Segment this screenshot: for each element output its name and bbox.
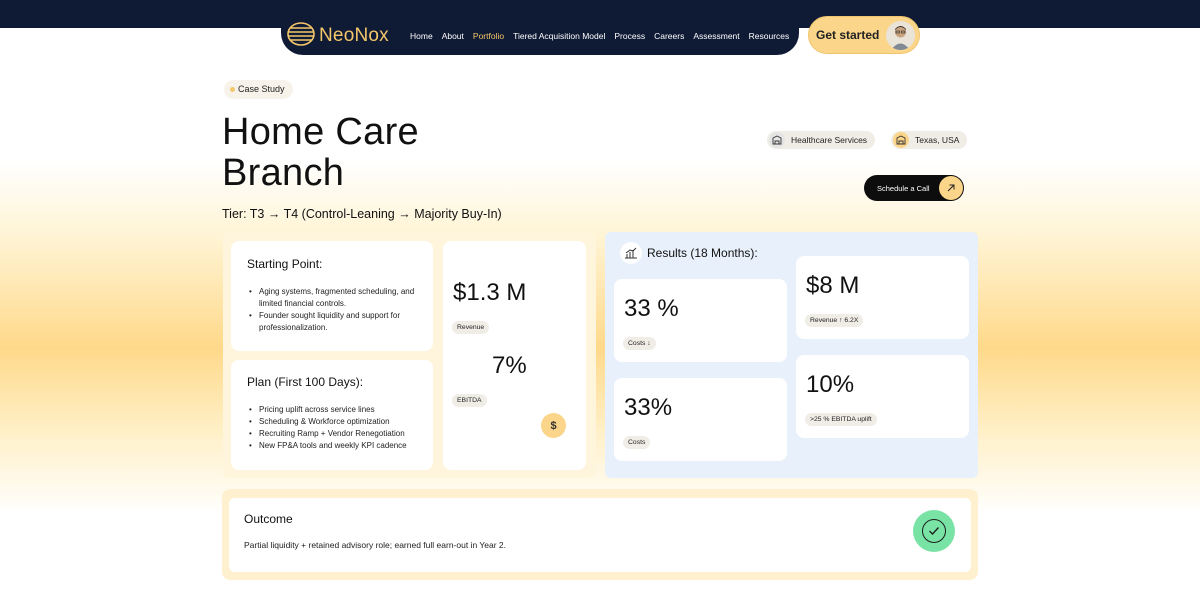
check-circle-icon bbox=[913, 510, 955, 552]
nav-links: Home About Portfolio Tiered Acquisition … bbox=[410, 31, 789, 41]
industry-chip: Healthcare Services bbox=[767, 131, 876, 149]
baseline-revenue-value: $1.3 M bbox=[453, 279, 527, 306]
list-item: Aging systems, fragmented scheduling, an… bbox=[247, 286, 427, 310]
badge-dot bbox=[230, 87, 235, 92]
result-value: 33 % bbox=[624, 295, 679, 322]
baseline-ebitda-value: 7% bbox=[492, 352, 527, 379]
chart-growth-icon bbox=[620, 242, 642, 264]
result-label: Revenue ↑ 6.2X bbox=[805, 314, 864, 327]
result-card-ebitda: 10% >25 % EBITDA uplift bbox=[796, 355, 969, 438]
navigation-bar bbox=[281, 14, 799, 55]
nav-link-resources[interactable]: Resources bbox=[748, 31, 790, 41]
results-title: Results (18 Months): bbox=[647, 246, 758, 260]
arrow-up-right-icon bbox=[939, 176, 963, 200]
nav-link-about[interactable]: About bbox=[441, 31, 464, 41]
tier-subtitle: Tier: T3 → T4 (Control-Leaning → Majorit… bbox=[222, 207, 502, 221]
list-item: Founder sought liquidity and support for… bbox=[247, 310, 427, 334]
starting-point-card: Starting Point: Aging systems, fragmente… bbox=[231, 241, 433, 351]
avatar bbox=[886, 21, 915, 50]
outcome-text: Partial liquidity + retained advisory ro… bbox=[244, 540, 507, 550]
result-card-costs: 33% Costs bbox=[614, 378, 787, 461]
badge-label: Case Study bbox=[238, 84, 285, 94]
baseline-metrics-card: $1.3 M Revenue 7% EBITDA $ bbox=[443, 241, 586, 470]
get-started-button[interactable]: Get started bbox=[808, 16, 920, 54]
schedule-call-label: Schedule a Call bbox=[877, 184, 930, 193]
plan-title: Plan (First 100 Days): bbox=[247, 375, 364, 389]
plan-card: Plan (First 100 Days): Pricing uplift ac… bbox=[231, 360, 433, 470]
starting-point-title: Starting Point: bbox=[247, 257, 323, 271]
dollar-coin-icon: $ bbox=[541, 413, 566, 438]
list-item: New FP&A tools and weekly KPI cadence bbox=[247, 440, 427, 452]
get-started-label: Get started bbox=[816, 28, 880, 42]
location-chip: Texas, USA bbox=[891, 131, 968, 149]
baseline-ebitda-label: EBITDA bbox=[452, 394, 487, 407]
case-study-badge: Case Study bbox=[224, 80, 293, 99]
outcome-card: Outcome Partial liquidity + retained adv… bbox=[229, 498, 971, 572]
list-item: Recruiting Ramp + Vendor Renegotiation bbox=[247, 428, 427, 440]
nav-link-home[interactable]: Home bbox=[410, 31, 433, 41]
starting-point-list: Aging systems, fragmented scheduling, an… bbox=[247, 286, 427, 334]
title-line-1: Home Care bbox=[222, 111, 419, 153]
building-icon bbox=[769, 132, 785, 148]
nav-link-careers[interactable]: Careers bbox=[654, 31, 685, 41]
result-value: 10% bbox=[806, 371, 855, 398]
result-card-revenue: $8 M Revenue ↑ 6.2X bbox=[796, 256, 969, 339]
plan-list: Pricing uplift across service lines Sche… bbox=[247, 404, 427, 452]
outcome-title: Outcome bbox=[244, 512, 293, 526]
nav-link-assessment[interactable]: Assessment bbox=[693, 31, 740, 41]
industry-label: Healthcare Services bbox=[791, 135, 868, 145]
result-label: Costs ↓ bbox=[623, 337, 656, 350]
building-icon bbox=[893, 132, 909, 148]
list-item: Scheduling & Workforce optimization bbox=[247, 416, 427, 428]
result-label: Costs bbox=[623, 436, 651, 449]
nav-link-process[interactable]: Process bbox=[614, 31, 646, 41]
neonox-logo-icon[interactable] bbox=[286, 21, 316, 47]
nav-link-portfolio[interactable]: Portfolio bbox=[472, 31, 505, 41]
result-card-costs-down: 33 % Costs ↓ bbox=[614, 279, 787, 362]
title-line-2: Branch bbox=[222, 152, 345, 194]
brand-name[interactable]: NeoNox bbox=[319, 25, 389, 46]
list-item: Pricing uplift across service lines bbox=[247, 404, 427, 416]
nav-link-tiered-acquisition-model[interactable]: Tiered Acquisition Model bbox=[513, 31, 606, 41]
baseline-revenue-label: Revenue bbox=[452, 321, 490, 334]
result-value: $8 M bbox=[806, 272, 860, 299]
result-value: 33% bbox=[624, 394, 673, 421]
page-title: Home Care Branch bbox=[222, 112, 419, 194]
location-label: Texas, USA bbox=[915, 135, 960, 145]
result-label: >25 % EBITDA uplift bbox=[805, 413, 877, 426]
schedule-call-button[interactable]: Schedule a Call bbox=[864, 175, 964, 201]
